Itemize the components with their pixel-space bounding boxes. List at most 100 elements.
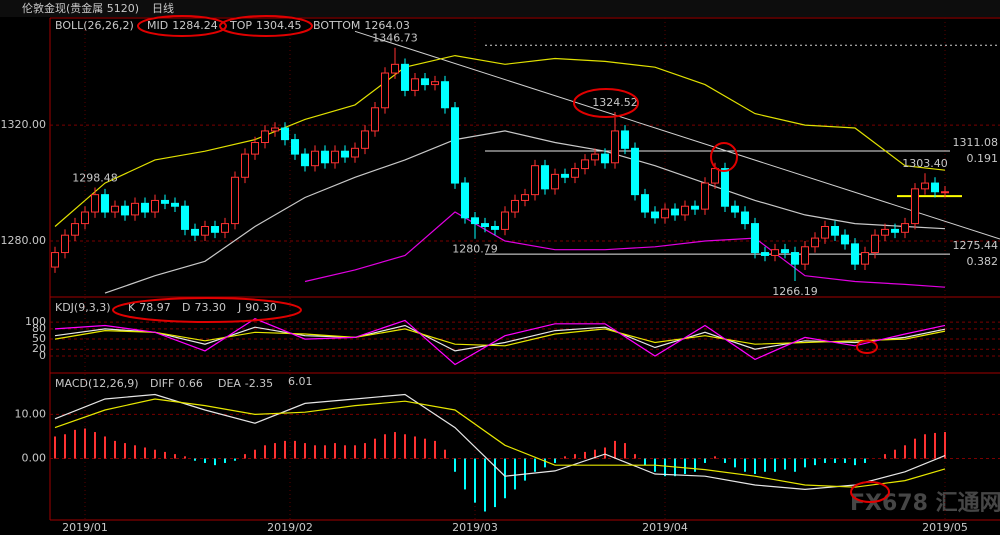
legend-value: 6.01 (288, 375, 313, 388)
candle-body (931, 182, 939, 193)
legend-value: -2.35 (245, 377, 273, 390)
candle-body (101, 194, 109, 213)
candle-body (261, 130, 269, 144)
x-tick-label: 2019/02 (267, 521, 313, 534)
highlight-circle (710, 142, 738, 172)
candle-body (121, 205, 129, 216)
candle-body (271, 127, 279, 132)
y-tick-label: 0.00 (22, 452, 47, 465)
candle-body (341, 150, 349, 158)
high-label: 1303.40 (902, 157, 948, 170)
legend-name: TOP (229, 19, 252, 32)
candle-body (401, 63, 409, 91)
y-tick-label: 10.00 (15, 407, 47, 420)
y-tick-label: 80 (32, 322, 46, 335)
candle-body (731, 205, 739, 213)
legend-value: 0.66 (178, 377, 203, 390)
indicator-line (304, 211, 946, 288)
candle-body (71, 223, 79, 236)
candle-body (321, 150, 329, 164)
indicator-line (54, 398, 946, 488)
candle-body (311, 150, 319, 167)
legend-entry: TOP 1304.45 (229, 19, 302, 32)
indicator-name: BOLL(26,26,2) (55, 19, 134, 32)
y-tick-label: 1280.00 (1, 234, 47, 247)
candle-body (191, 228, 199, 236)
low-label: 1280.79 (452, 243, 498, 256)
candle-body (591, 153, 599, 161)
candle-body (861, 252, 869, 265)
candle-body (451, 107, 459, 184)
candle-body (571, 168, 579, 178)
candle-body (421, 78, 429, 86)
candle-body (881, 228, 889, 236)
low-label: 1266.19 (772, 285, 818, 298)
candle-body (481, 223, 489, 228)
legend-name: DIFF (150, 377, 174, 390)
candle-body (231, 176, 239, 225)
legend-entry: K 78.97 (128, 301, 171, 314)
level-ratio: 0.191 (967, 152, 999, 165)
candle-body (721, 168, 729, 207)
candle-body (361, 130, 369, 149)
candle-body (941, 191, 949, 194)
candle-body (201, 226, 209, 236)
candle-body (921, 182, 929, 190)
candle-body (801, 246, 809, 265)
y-tick-label: 50 (32, 332, 46, 345)
candle-body (491, 226, 499, 230)
legend-entry: BOTTOM 1264.03 (313, 19, 410, 32)
highlight-circle (573, 88, 639, 118)
panel-frame (49, 17, 1000, 521)
legend-name: BOTTOM (313, 19, 360, 32)
candle-body (161, 199, 169, 204)
candle-body (521, 194, 529, 201)
candle-body (241, 153, 249, 178)
highlights (112, 15, 890, 503)
candle-body (131, 202, 139, 216)
candle-body (211, 226, 219, 233)
candle-body (281, 127, 289, 141)
highlight-circle (850, 481, 890, 503)
level-value: 1311.08 (953, 136, 999, 149)
candle-body (61, 234, 69, 254)
x-tick-label: 2019/01 (62, 521, 108, 534)
candle-body (221, 223, 229, 233)
candle-body (891, 228, 899, 233)
candle-body (511, 199, 519, 213)
legend-name: J (237, 301, 241, 314)
candle-body (641, 194, 649, 213)
legend-value: 1264.03 (364, 19, 410, 32)
legend-value: 78.97 (139, 301, 171, 314)
indicator-line (54, 393, 946, 491)
candle-body (811, 237, 819, 248)
candle-body (111, 205, 119, 213)
candle-body (411, 78, 419, 91)
legend-value: 90.30 (245, 301, 277, 314)
candle-body (761, 252, 769, 256)
candle-body (301, 153, 309, 167)
legend-entry: DEA -2.35 (218, 377, 273, 390)
legend-name: DEA (218, 377, 241, 390)
candle-body (851, 243, 859, 265)
candle-body (91, 194, 99, 213)
candle-body (471, 217, 479, 225)
legend-name: MID (147, 19, 168, 32)
candle-body (441, 81, 449, 109)
candle-body (351, 147, 359, 158)
level-value: 1275.44 (953, 239, 999, 252)
candle-body (681, 205, 689, 216)
candle-body (461, 182, 469, 219)
x-tick-label: 2019/04 (642, 521, 688, 534)
candle-body (141, 202, 149, 213)
candle-body (371, 107, 379, 132)
high-label: 1324.52 (592, 96, 638, 109)
candle-body (431, 81, 439, 86)
candle-body (691, 205, 699, 210)
candle-body (381, 72, 389, 109)
indicator-line (54, 318, 946, 366)
legend-name: D (182, 301, 190, 314)
y-tick-label: 1320.00 (1, 118, 47, 131)
indicator-name: KDJ(9,3,3) (55, 301, 111, 314)
